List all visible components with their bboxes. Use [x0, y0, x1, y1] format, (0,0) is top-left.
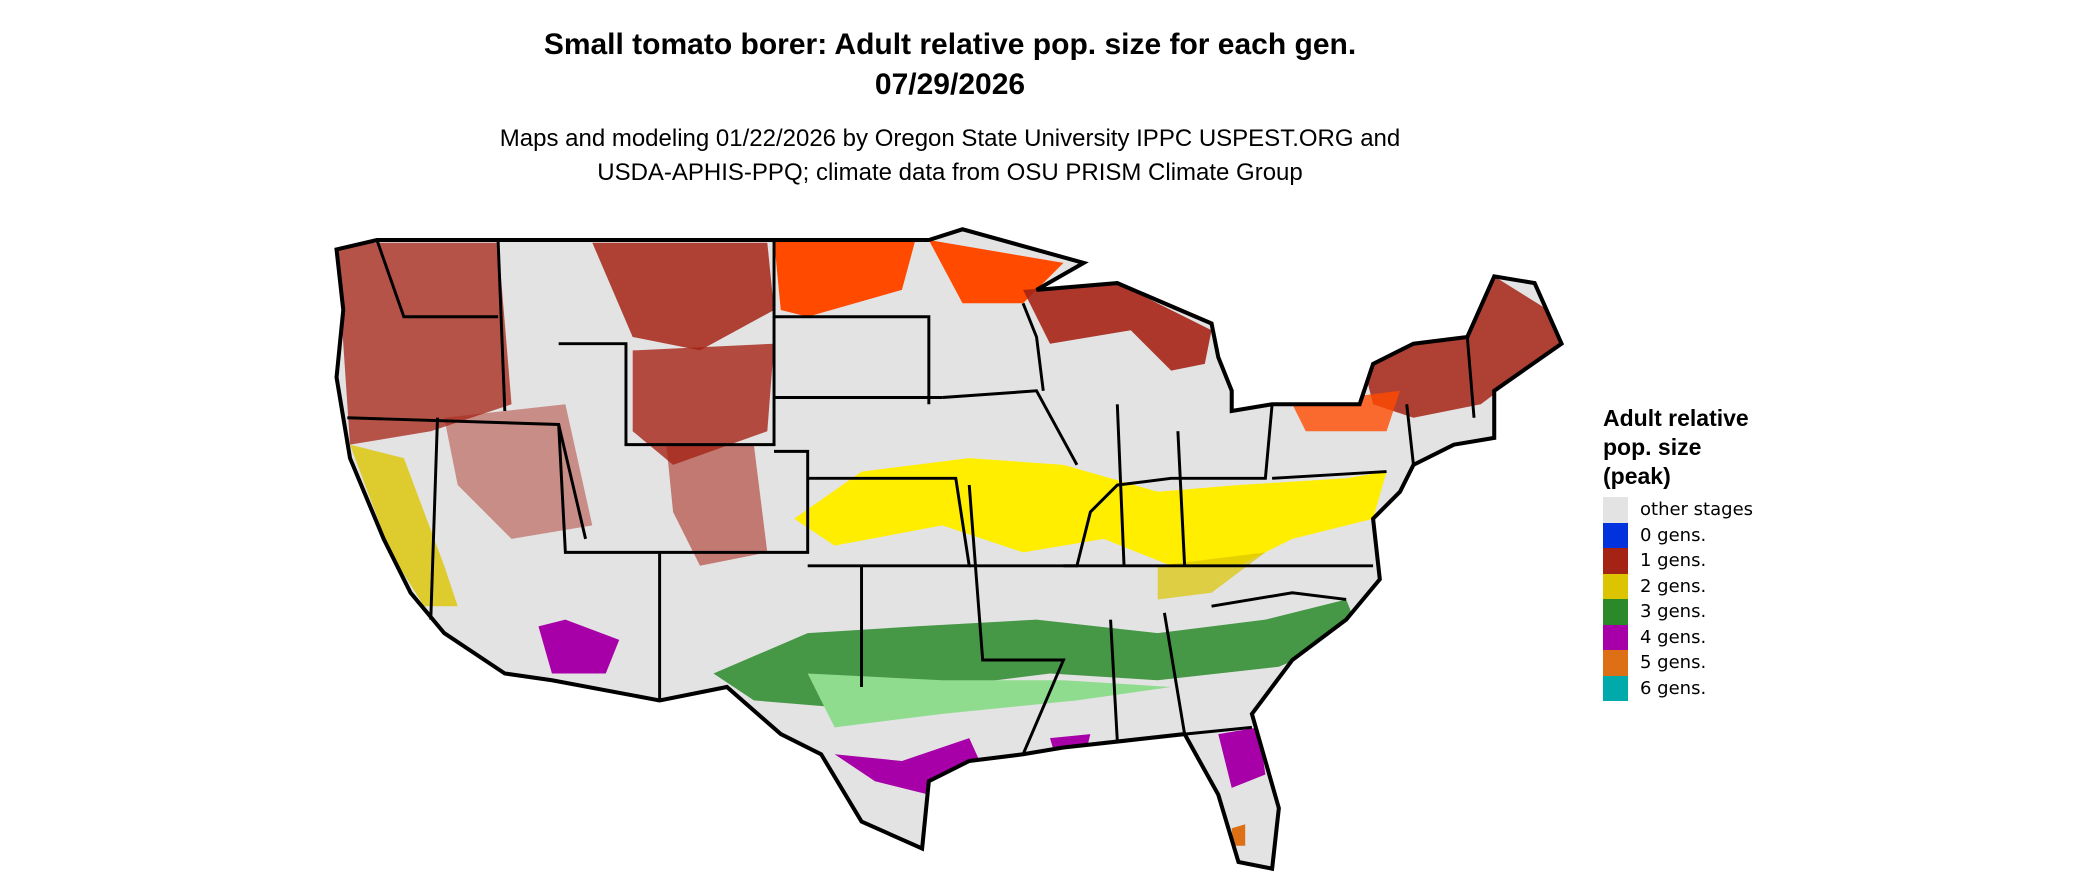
legend-label: other stages — [1640, 499, 1754, 521]
state-borders — [347, 239, 1476, 755]
region-5-gen-florida-tip — [1231, 824, 1246, 846]
region-1-gen-colorado — [666, 444, 768, 566]
map-date: 07/29/2026 — [874, 68, 1026, 101]
region-3-gen-light — [807, 673, 1172, 728]
legend-swatch — [1603, 548, 1628, 574]
region-1-gen-greatbasin — [444, 404, 593, 539]
land-other-stages — [336, 229, 1562, 869]
region-1-gen-michigan — [1023, 283, 1212, 371]
legend-item: 4 gens. — [1603, 624, 1803, 650]
legend-label: 0 gens. — [1640, 524, 1707, 546]
legend-item: 0 gens. — [1603, 522, 1803, 548]
legend-item: 6 gens. — [1603, 675, 1803, 701]
legend-item: 2 gens. — [1603, 573, 1803, 599]
legend-swatch — [1603, 624, 1628, 650]
legend-item: 1 gens. — [1603, 548, 1803, 574]
region-4-gen-arizona — [538, 619, 620, 674]
legend-swatch — [1603, 599, 1628, 625]
legend-title-line: Adult relative — [1603, 405, 1749, 431]
region-1-gen-rockies — [592, 242, 775, 351]
map-fill — [336, 229, 1562, 869]
legend-swatch — [1603, 573, 1628, 599]
legend-item: other stages — [1603, 497, 1803, 523]
legend-items: other stages 0 gens. 1 gens. 2 gens. 3 gens.… — [1603, 497, 1803, 701]
legend-swatch — [1603, 650, 1628, 676]
legend-title-line: (peak) — [1603, 463, 1671, 489]
legend-item: 3 gens. — [1603, 599, 1803, 625]
region-1-gen-northwest — [336, 242, 512, 445]
legend-label: 1 gens. — [1640, 550, 1707, 572]
subtitle-line-2: USDA-APHIS-PPQ; climate data from OSU PR… — [597, 159, 1303, 186]
region-2-gen-california — [350, 444, 458, 607]
region-1-gen-ny — [1292, 390, 1400, 432]
legend-title-line: pop. size — [1603, 434, 1702, 460]
legend-label: 6 gens. — [1640, 677, 1707, 699]
region-1-gen-wyoming — [632, 343, 775, 465]
legend-swatch — [1603, 497, 1628, 523]
legend-label: 5 gens. — [1640, 652, 1707, 674]
region-1-gen-bright-montana — [774, 240, 916, 317]
map-title: Small tomato borer: Adult relative pop. … — [543, 28, 1357, 61]
legend-swatch — [1603, 522, 1628, 548]
legend-label: 3 gens. — [1640, 601, 1707, 623]
legend-label: 2 gens. — [1640, 575, 1707, 597]
region-1-gen-northeast — [1359, 276, 1562, 418]
region-4-gen-florida — [1218, 727, 1266, 788]
subtitle-line-1: Maps and modeling 01/22/2026 by Oregon S… — [499, 125, 1401, 152]
legend: Adult relative pop. size (peak) other st… — [1603, 404, 1803, 701]
region-1-gen-bright-minnesota — [928, 240, 1064, 304]
legend-item: 5 gens. — [1603, 650, 1803, 676]
legend-swatch — [1603, 675, 1628, 701]
legend-title: Adult relative pop. size (peak) — [1603, 404, 1803, 491]
legend-label: 4 gens. — [1640, 626, 1707, 648]
